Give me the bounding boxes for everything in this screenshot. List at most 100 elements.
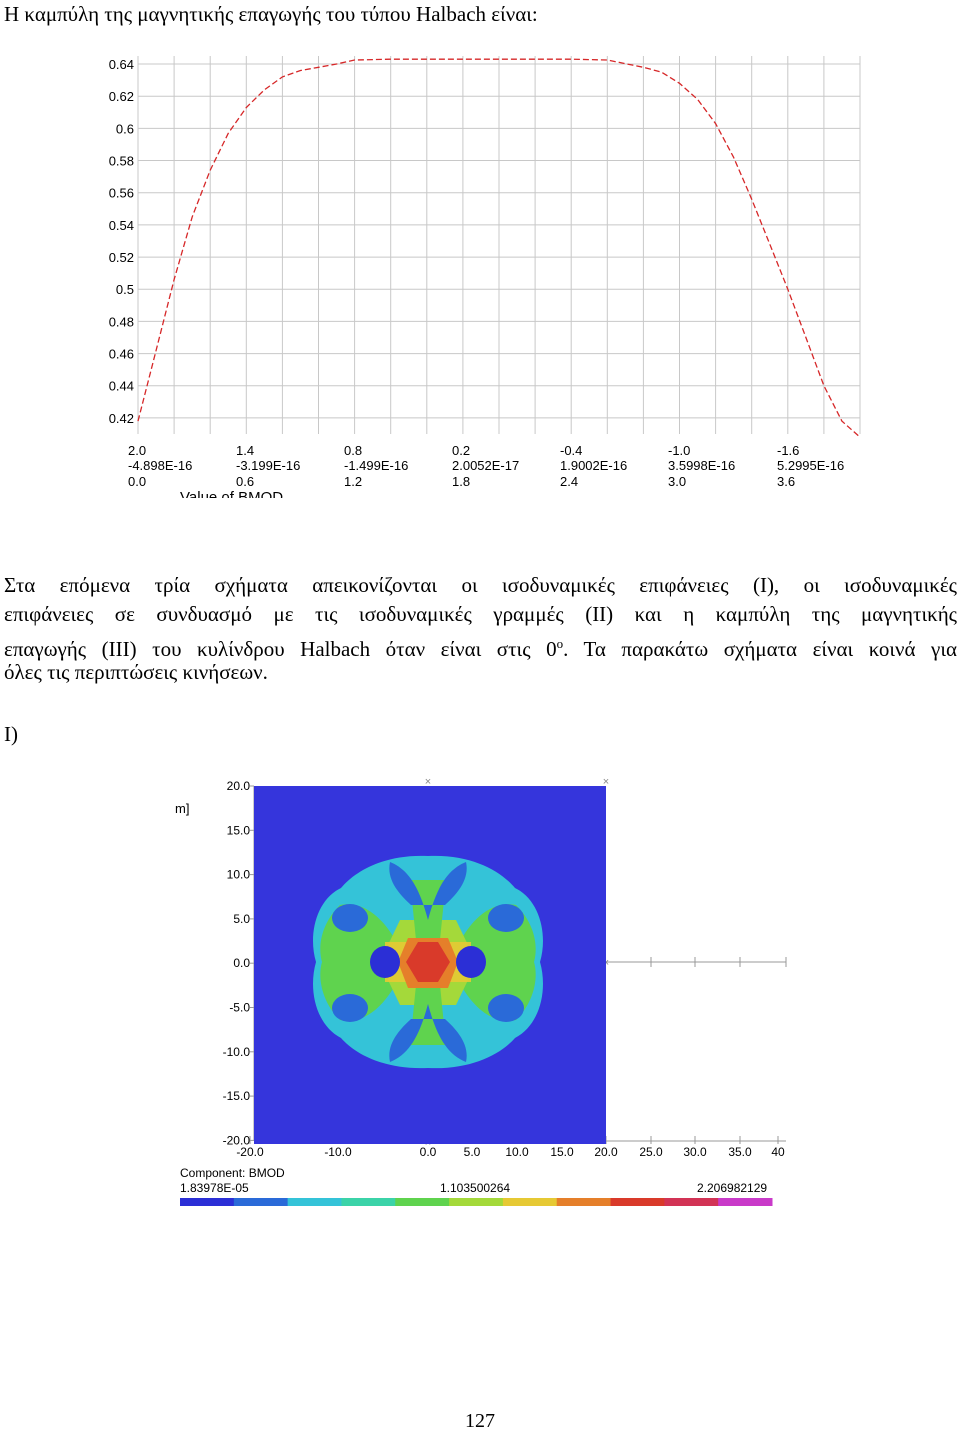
y-tick-label: 0.44 xyxy=(109,379,134,394)
field-y-ticks: 20.0 15.0 10.0 5.0 0.0 -5.0 -10.0 -15.0 -20.0 xyxy=(223,779,254,1147)
field-x-ticks: -20.0 -10.0 0.0 5.0 10.0 15.0 20.0 25.0 30.0 35.0… xyxy=(236,1136,785,1159)
contour-green-band xyxy=(320,904,398,1021)
y-tick-label: 0.56 xyxy=(109,186,134,201)
x-tick-label: 20.0 xyxy=(594,1145,618,1159)
x-tick-label: 2.4 xyxy=(560,474,578,489)
x-tick-label: -3.199E-16 xyxy=(236,458,300,473)
colorbar-segment xyxy=(664,1198,719,1206)
colorbar-segment xyxy=(556,1198,612,1206)
x-tick-label: 1.4 xyxy=(236,443,254,458)
colorbar-segment xyxy=(341,1198,396,1206)
x-tick-label: 3.0 xyxy=(668,474,686,489)
contour-blue-hole xyxy=(370,946,400,978)
y-tick-label: 0.64 xyxy=(109,57,134,72)
colorbar-segment xyxy=(449,1198,504,1206)
page-number: 127 xyxy=(465,1410,495,1432)
y-tick-label: 0.0 xyxy=(233,956,250,970)
bmod-field-plot: m] 20.0 15.0 10.0 5.0 0.0 -5.0 -10.0 -15.0 -20.0… xyxy=(175,776,787,1206)
x-tick-label: 40 xyxy=(771,1145,785,1159)
y-tick-label: 0.5 xyxy=(116,282,134,297)
chart-y-ticks: 0.64 0.62 0.6 0.58 0.56 0.54 0.52 0.5 0.48 0.46 0.… xyxy=(109,57,134,426)
chart-x-label-partial: Value of BMOD xyxy=(180,489,283,500)
x-tick-label: -10.0 xyxy=(324,1145,352,1159)
y-tick-label: 20.0 xyxy=(227,779,251,793)
colorbar-segment xyxy=(502,1198,558,1206)
contour-blue-hole xyxy=(389,1004,467,1062)
chart-grid xyxy=(137,56,861,434)
y-tick-label: 0.58 xyxy=(109,154,134,169)
legend-mid-value: 1.103500264 xyxy=(440,1181,510,1195)
colorbar-segment xyxy=(233,1198,289,1206)
x-tick-label: 0.6 xyxy=(236,474,254,489)
paragraph-line-2: επιφάνειες σε συνδυασμό με τις ισοδυναμι… xyxy=(4,602,957,626)
x-tick-label: 35.0 xyxy=(728,1145,752,1159)
x-tick-label: 1.8 xyxy=(452,474,470,489)
component-label: Component: BMOD xyxy=(180,1166,285,1180)
x-tick-label: -1.6 xyxy=(777,443,799,458)
x-tick-label: 0.0 xyxy=(128,474,146,489)
y-tick-label: -15.0 xyxy=(223,1089,251,1103)
axis-marker-x: × xyxy=(425,776,431,788)
y-tick-label: 0.6 xyxy=(116,121,134,136)
y-tick-label: 0.46 xyxy=(109,347,134,362)
paragraph-line-4: όλες τις περιπτώσεις κινήσεων. xyxy=(4,660,268,684)
y-tick-label: 5.0 xyxy=(233,912,250,926)
axis-unit-partial: m] xyxy=(175,801,189,816)
field-contours xyxy=(313,855,543,1069)
y-tick-label: 0.54 xyxy=(109,218,134,233)
heading-text: Η καμπύλη της μαγνητικής επαγωγής του τύ… xyxy=(4,2,538,26)
y-tick-label: 15.0 xyxy=(227,823,251,837)
description-paragraph: Στα επόμενα τρία σχήματα απεικονίζονται … xyxy=(4,571,957,687)
colorbar-segment xyxy=(395,1198,450,1206)
chart-x-ticks: 2.0 1.4 0.8 0.2 -0.4 -1.0 -1.6 -4.898E-16 -3.199… xyxy=(128,443,844,489)
x-tick-label: 5.2995E-16 xyxy=(777,458,844,473)
y-tick-label: -20.0 xyxy=(223,1133,251,1147)
paragraph-line-3-tail: . Τα παρακάτω σχήματα είναι κοινά για xyxy=(563,637,957,661)
contour-cyan-pocket xyxy=(332,904,368,932)
contour-blue-hole xyxy=(456,946,486,978)
x-tick-label: -20.0 xyxy=(236,1145,264,1159)
contour-red-core xyxy=(406,942,450,982)
x-tick-label: 15.0 xyxy=(550,1145,574,1159)
y-tick-label: -5.0 xyxy=(229,1001,250,1015)
x-tick-label: -1.0 xyxy=(668,443,690,458)
paragraph-line-1: Στα επόμενα τρία σχήματα απεικονίζονται … xyxy=(4,573,957,597)
figure-label-i: I) xyxy=(4,722,18,746)
y-tick-label: -10.0 xyxy=(223,1045,251,1059)
contour-blue-hole xyxy=(389,862,467,920)
colorbar-segment xyxy=(287,1198,342,1206)
contour-green-band xyxy=(458,904,536,1021)
bmod-curve xyxy=(137,58,861,438)
x-tick-label: -0.4 xyxy=(560,443,582,458)
legend-min-value: 1.83978E-05 xyxy=(180,1181,249,1195)
y-tick-label: 0.48 xyxy=(109,314,134,329)
x-tick-label: 30.0 xyxy=(683,1145,707,1159)
contour-cyan-pocket xyxy=(332,994,368,1022)
x-tick-label: 3.6 xyxy=(777,474,795,489)
y-tick-label: 0.52 xyxy=(109,250,134,265)
bmod-line-chart: 0.64 0.62 0.6 0.58 0.56 0.54 0.52 0.5 0.48 0.46 0.… xyxy=(109,56,861,500)
x-tick-label: 0.8 xyxy=(344,443,362,458)
x-tick-label: 5.0 xyxy=(464,1145,481,1159)
x-tick-label: 0.0 xyxy=(420,1145,437,1159)
y-tick-label: 10.0 xyxy=(227,868,251,882)
paragraph-line-3: επαγωγής (III) του κυλίνδρου Halbach ότα… xyxy=(4,629,957,661)
x-tick-label: 1.2 xyxy=(344,474,362,489)
colorbar-segment xyxy=(180,1198,235,1206)
degree-superscript: ο xyxy=(556,636,564,651)
y-tick-label: 0.62 xyxy=(109,89,134,104)
x-tick-label: 10.0 xyxy=(505,1145,529,1159)
x-tick-label: -1.499E-16 xyxy=(344,458,408,473)
x-tick-label: 2.0 xyxy=(128,443,146,458)
colorbar xyxy=(180,1198,773,1206)
contour-cyan-pocket xyxy=(488,904,524,932)
x-tick-label: -4.898E-16 xyxy=(128,458,192,473)
colorbar-segment xyxy=(718,1198,773,1206)
x-tick-label: 3.5998E-16 xyxy=(668,458,735,473)
axis-marker-x: × xyxy=(603,776,609,788)
x-tick-label: 1.9002E-16 xyxy=(560,458,627,473)
paragraph-line-3-text: επαγωγής (III) του κυλίνδρου Halbach ότα… xyxy=(4,637,557,661)
side-axis-ticks xyxy=(650,957,787,967)
contour-cyan-pocket xyxy=(488,994,524,1022)
x-tick-label: 2.0052E-17 xyxy=(452,458,519,473)
